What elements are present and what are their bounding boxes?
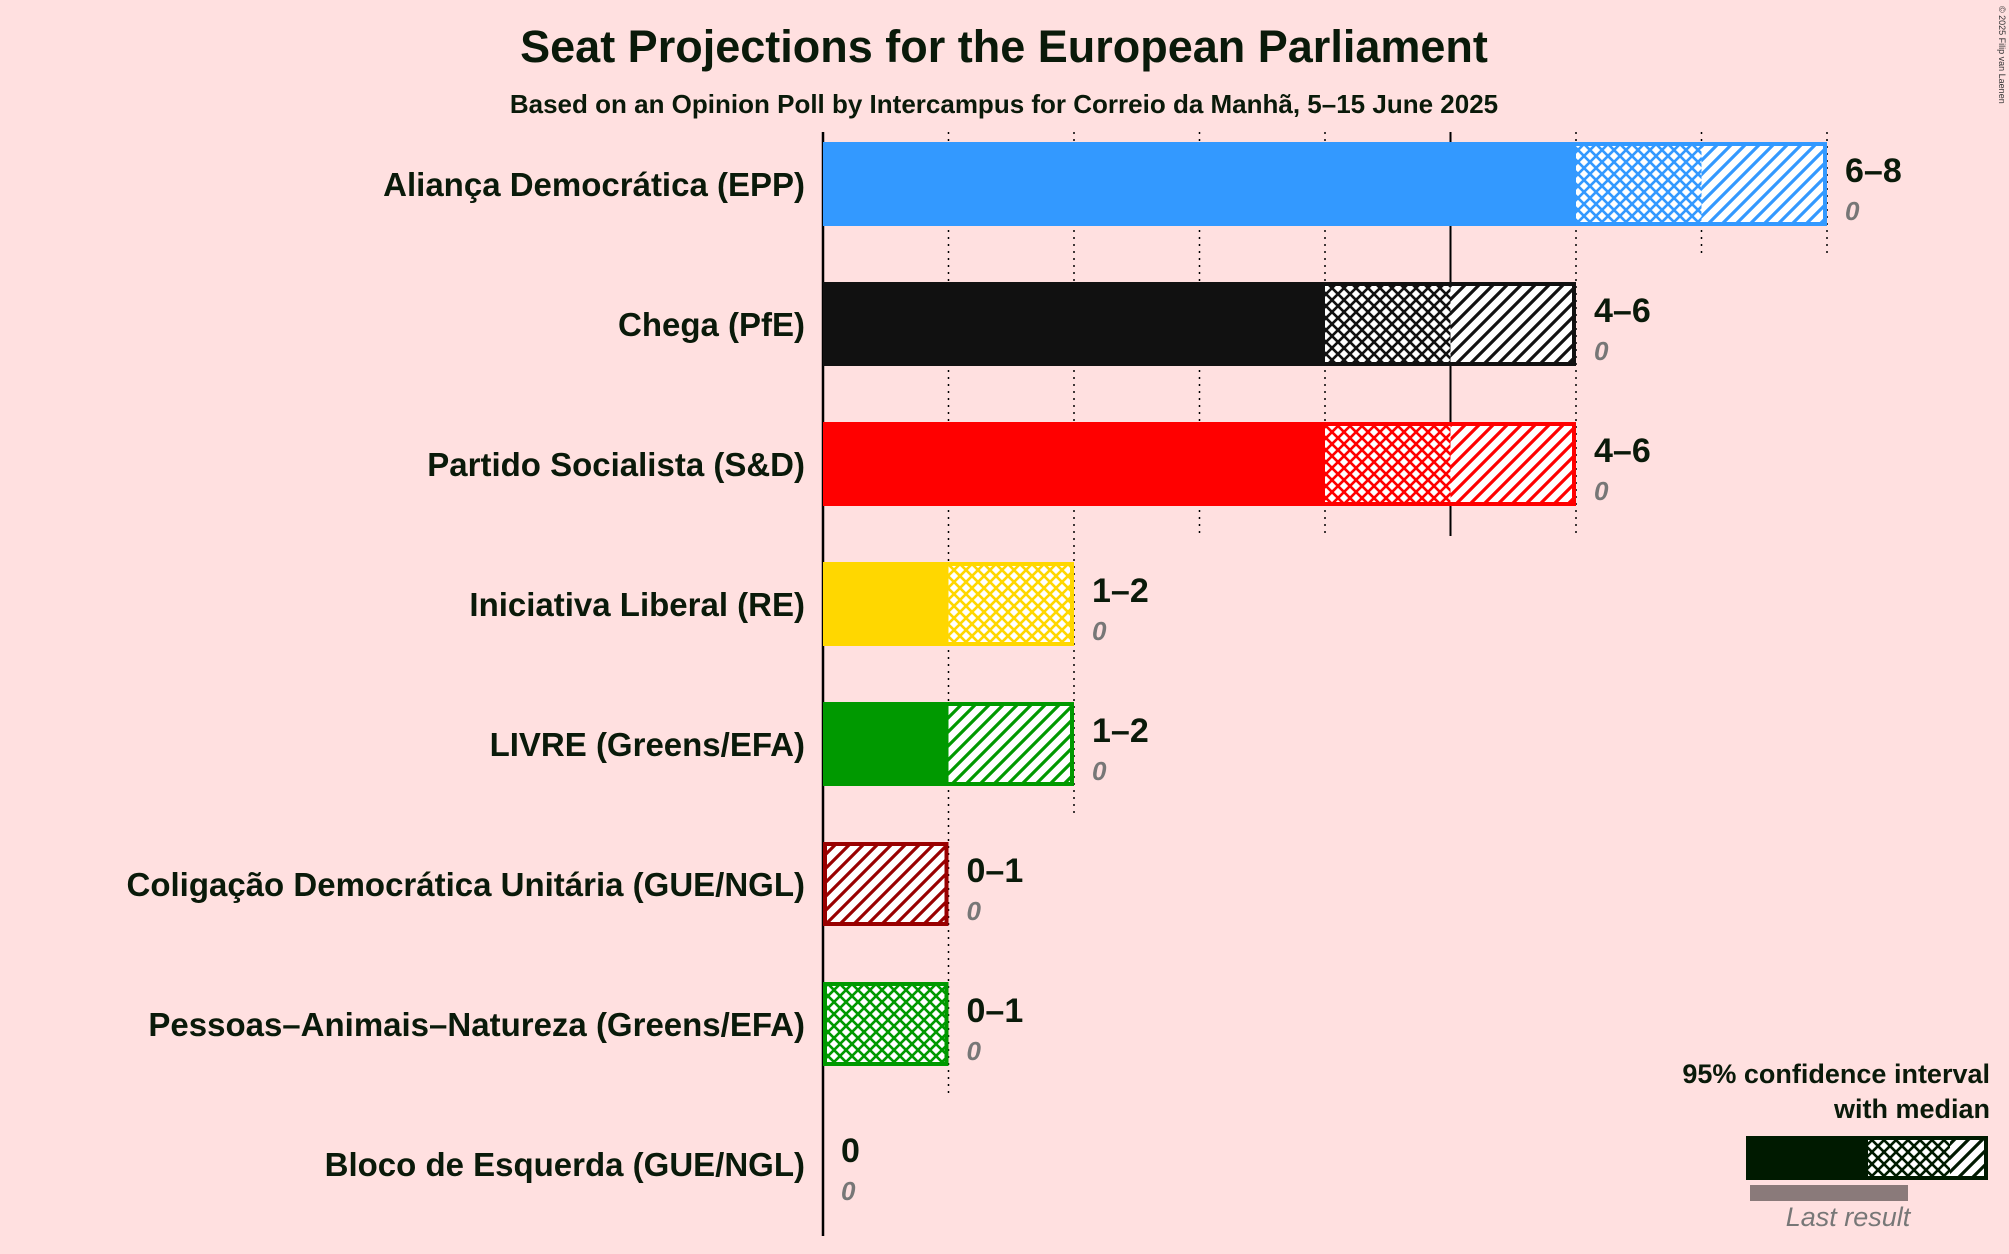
range-label: 4–6 <box>1594 292 1651 330</box>
party-row-0 <box>823 142 1827 226</box>
chart-subtitle: Based on an Opinion Poll by Intercampus … <box>510 89 1498 119</box>
bar-ci-upper <box>1450 422 1576 506</box>
party-row-6 <box>823 982 949 1066</box>
range-label: 6–8 <box>1845 152 1902 190</box>
party-name: Iniciativa Liberal (RE) <box>469 586 805 623</box>
bar-ci-upper <box>823 842 949 926</box>
legend-last-result-label: Last result <box>1786 1202 1912 1232</box>
labels-layer: Aliança Democrática (EPP) 6–8 0 Chega (PfE)… <box>127 152 1902 1206</box>
party-name: Aliança Democrática (EPP) <box>383 166 805 203</box>
party-row-4 <box>823 702 1074 786</box>
last-result-label: 0 <box>1092 616 1107 646</box>
party-row-2 <box>823 422 1576 506</box>
bars-layer <box>823 142 1827 1066</box>
bar-outline <box>823 982 949 1066</box>
party-name: Chega (PfE) <box>618 306 805 343</box>
legend-solid <box>1746 1136 1868 1180</box>
bar-outline <box>823 842 949 926</box>
bar-outline <box>823 702 1074 786</box>
party-name: Coligação Democrática Unitária (GUE/NGL) <box>127 866 805 903</box>
bar-outline <box>823 282 1576 366</box>
legend-cross <box>1868 1136 1950 1180</box>
last-result-label: 0 <box>967 896 982 926</box>
legend-hatch <box>1950 1136 1988 1180</box>
bar-ci-lower <box>1325 282 1451 366</box>
party-row-3 <box>823 562 1074 646</box>
range-label: 4–6 <box>1594 432 1651 470</box>
party-row-1 <box>823 282 1576 366</box>
last-result-label: 0 <box>841 1176 856 1206</box>
last-result-label: 0 <box>1092 756 1107 786</box>
last-result-label: 0 <box>967 1036 982 1066</box>
bar-ci-upper <box>1701 142 1827 226</box>
bar-ci-lower <box>1576 142 1702 226</box>
range-label: 0–1 <box>967 852 1024 890</box>
last-result-label: 0 <box>1594 336 1609 366</box>
range-label: 1–2 <box>1092 572 1149 610</box>
legend-last-result-bar <box>1750 1185 1908 1201</box>
bar-solid <box>823 142 1576 226</box>
bar-solid <box>823 562 949 646</box>
legend-ci-swatch <box>1746 1136 1988 1180</box>
bar-ci-upper <box>948 702 1074 786</box>
bar-solid <box>823 422 1325 506</box>
party-row-5 <box>823 842 949 926</box>
range-label: 0 <box>841 1132 860 1170</box>
bar-ci-lower <box>823 982 949 1066</box>
bar-ci-lower <box>948 562 1074 646</box>
legend-outline <box>1746 1136 1988 1180</box>
bar-outline <box>823 422 1576 506</box>
bar-solid <box>823 702 949 786</box>
bar-outline <box>823 142 1827 226</box>
copyright-note: © 2025 Filip van Laenen <box>1997 6 2007 104</box>
legend-line-2: with median <box>1833 1094 1990 1124</box>
last-result-label: 0 <box>1594 476 1609 506</box>
party-name: Partido Socialista (S&D) <box>427 446 805 483</box>
bar-solid <box>823 282 1325 366</box>
legend: 95% confidence interval with median Last… <box>1682 1059 1990 1232</box>
range-label: 1–2 <box>1092 712 1149 750</box>
party-name: Bloco de Esquerda (GUE/NGL) <box>325 1146 805 1183</box>
party-name: LIVRE (Greens/EFA) <box>490 726 805 763</box>
party-name: Pessoas–Animais–Natureza (Greens/EFA) <box>148 1006 805 1043</box>
bar-ci-upper <box>1450 282 1576 366</box>
last-result-label: 0 <box>1845 196 1860 226</box>
chart-title: Seat Projections for the European Parlia… <box>520 21 1488 72</box>
legend-line-1: 95% confidence interval <box>1682 1059 1990 1089</box>
bar-outline <box>823 562 1074 646</box>
bar-ci-lower <box>1325 422 1451 506</box>
range-label: 0–1 <box>967 992 1024 1030</box>
